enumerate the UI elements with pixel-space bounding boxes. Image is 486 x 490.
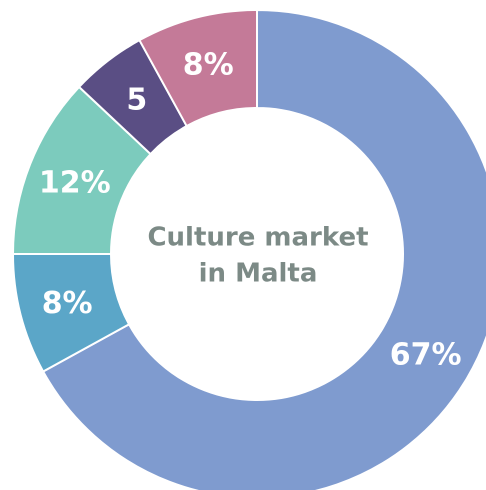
donut-segment — [138, 8, 258, 128]
data-label: 67% — [390, 337, 462, 372]
donut-segment — [41, 8, 486, 490]
chart-title: in Malta — [199, 259, 318, 289]
data-label: 8% — [183, 48, 234, 83]
data-label: 12% — [39, 165, 111, 200]
chart-title: Culture market — [147, 223, 368, 253]
data-label: 5 — [126, 83, 147, 118]
data-label: 8% — [42, 286, 93, 321]
